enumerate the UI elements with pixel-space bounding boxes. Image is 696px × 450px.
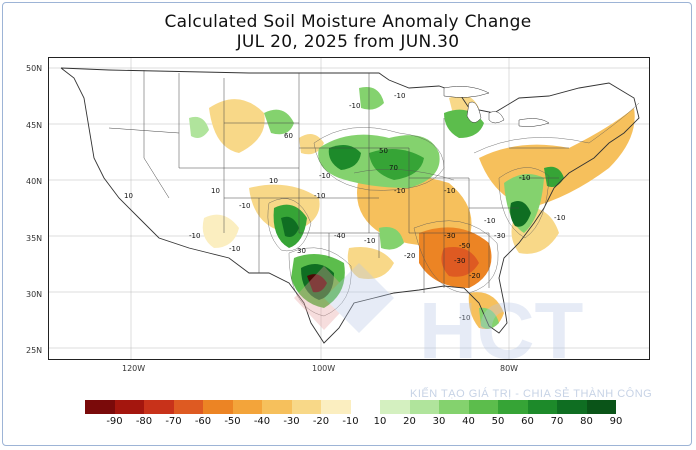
lat-label-45n: 45N — [26, 121, 43, 130]
legend-label: -40 — [253, 416, 271, 427]
contour-label: -10 — [394, 92, 405, 100]
map-plot-area: -10 -10 -10 -10 -10 -10 -10 -10 -10 -10 … — [48, 57, 650, 360]
contour-label: -10 — [229, 245, 240, 253]
legend-label: 90 — [609, 416, 623, 427]
legend-label: 70 — [550, 416, 564, 427]
legend-swatch — [262, 400, 292, 414]
legend-label: 30 — [432, 416, 446, 427]
legend-label: 20 — [403, 416, 416, 427]
lat-label-25n: 25N — [26, 346, 43, 355]
legend-label: -70 — [165, 416, 182, 427]
legend-label: -30 — [283, 416, 300, 427]
contour-label: 70 — [389, 164, 398, 172]
contour-label: 10 — [269, 177, 278, 185]
legend-label: 40 — [462, 416, 475, 427]
contour-label: -30 — [494, 232, 505, 240]
watermark-logo-text: HCT — [419, 286, 584, 360]
contour-label: -10 — [239, 202, 250, 210]
state-borders — [108, 70, 569, 293]
wet-anomaly-regions — [189, 87, 564, 329]
legend-swatch — [557, 400, 587, 414]
lat-label-35n: 35N — [26, 234, 43, 243]
legend-label: 50 — [491, 416, 505, 427]
lat-label-30n: 30N — [26, 290, 43, 299]
legend-label: -90 — [106, 416, 123, 427]
lat-label-40n: 40N — [26, 177, 43, 186]
lon-label-100w: 100W — [312, 364, 336, 373]
contour-label: 30 — [297, 247, 306, 255]
watermark-logo: HCT — [294, 263, 584, 360]
contour-label: 50 — [379, 147, 388, 155]
legend-swatch — [350, 400, 380, 414]
legend-label: -80 — [135, 416, 153, 427]
contour-label: -10 — [394, 187, 405, 195]
legend-swatch — [291, 400, 321, 414]
legend-swatch — [380, 400, 410, 414]
contour-label: -40 — [334, 232, 345, 240]
legend-label: 80 — [580, 416, 593, 427]
legend-swatch — [232, 400, 262, 414]
contour-label: -30 — [444, 232, 455, 240]
contour-label: -10 — [349, 102, 360, 110]
legend-label: 60 — [521, 416, 534, 427]
contour-label: 60 — [284, 132, 293, 140]
legend-swatch — [114, 400, 144, 414]
legend-swatch — [498, 400, 528, 414]
contour-label: -10 — [319, 172, 330, 180]
legend-swatch — [144, 400, 174, 414]
legend-label: -20 — [312, 416, 330, 427]
contour-label: -10 — [554, 214, 565, 222]
legend-swatch — [439, 400, 469, 414]
legend-swatch — [203, 400, 233, 414]
legend-label: -60 — [194, 416, 212, 427]
contour-label: 10 — [211, 187, 220, 195]
legend-swatch — [409, 400, 439, 414]
legend-swatch — [586, 400, 616, 414]
map-title: Calculated Soil Moisture Anomaly Change — [164, 12, 532, 32]
contour-label: -10 — [459, 314, 470, 322]
legend-label: 10 — [373, 416, 387, 427]
legend-swatch — [527, 400, 557, 414]
legend-swatch — [85, 400, 115, 414]
legend-label: -50 — [224, 416, 241, 427]
contour-lines — [267, 102, 640, 317]
contour-label-group: -10 -10 -10 -10 -10 -10 -10 -10 -10 -10 … — [124, 92, 565, 322]
country-outline — [60, 67, 640, 344]
contour-label: -20 — [404, 252, 415, 260]
watermark-slogan: KIẾN TẠO GIÁ TRỊ - CHIA SẺ THÀNH CÔNG — [410, 388, 653, 400]
contour-label: -10 — [314, 192, 325, 200]
lon-label-120w: 120W — [122, 364, 146, 373]
contour-label: -10 — [189, 232, 200, 240]
great-lakes — [443, 86, 550, 127]
soil-moisture-map: -10 -10 -10 -10 -10 -10 -10 -10 -10 -10 … — [49, 58, 649, 360]
contour-label: -30 — [454, 257, 465, 265]
contour-label: -10 — [519, 174, 530, 182]
contour-label: -20 — [469, 272, 480, 280]
legend-swatch — [321, 400, 351, 414]
legend-swatch — [173, 400, 203, 414]
legend-label: -10 — [342, 416, 359, 427]
contour-label: -10 — [444, 187, 455, 195]
contour-label: -50 — [459, 242, 470, 250]
contour-label: 10 — [124, 192, 133, 200]
legend-swatch — [468, 400, 498, 414]
lat-label-50n: 50N — [26, 64, 43, 73]
contour-label: -10 — [364, 237, 375, 245]
map-subtitle: JUL 20, 2025 from JUN.30 — [236, 32, 460, 52]
lon-label-80w: 80W — [500, 364, 519, 373]
contour-label: -10 — [484, 217, 495, 225]
